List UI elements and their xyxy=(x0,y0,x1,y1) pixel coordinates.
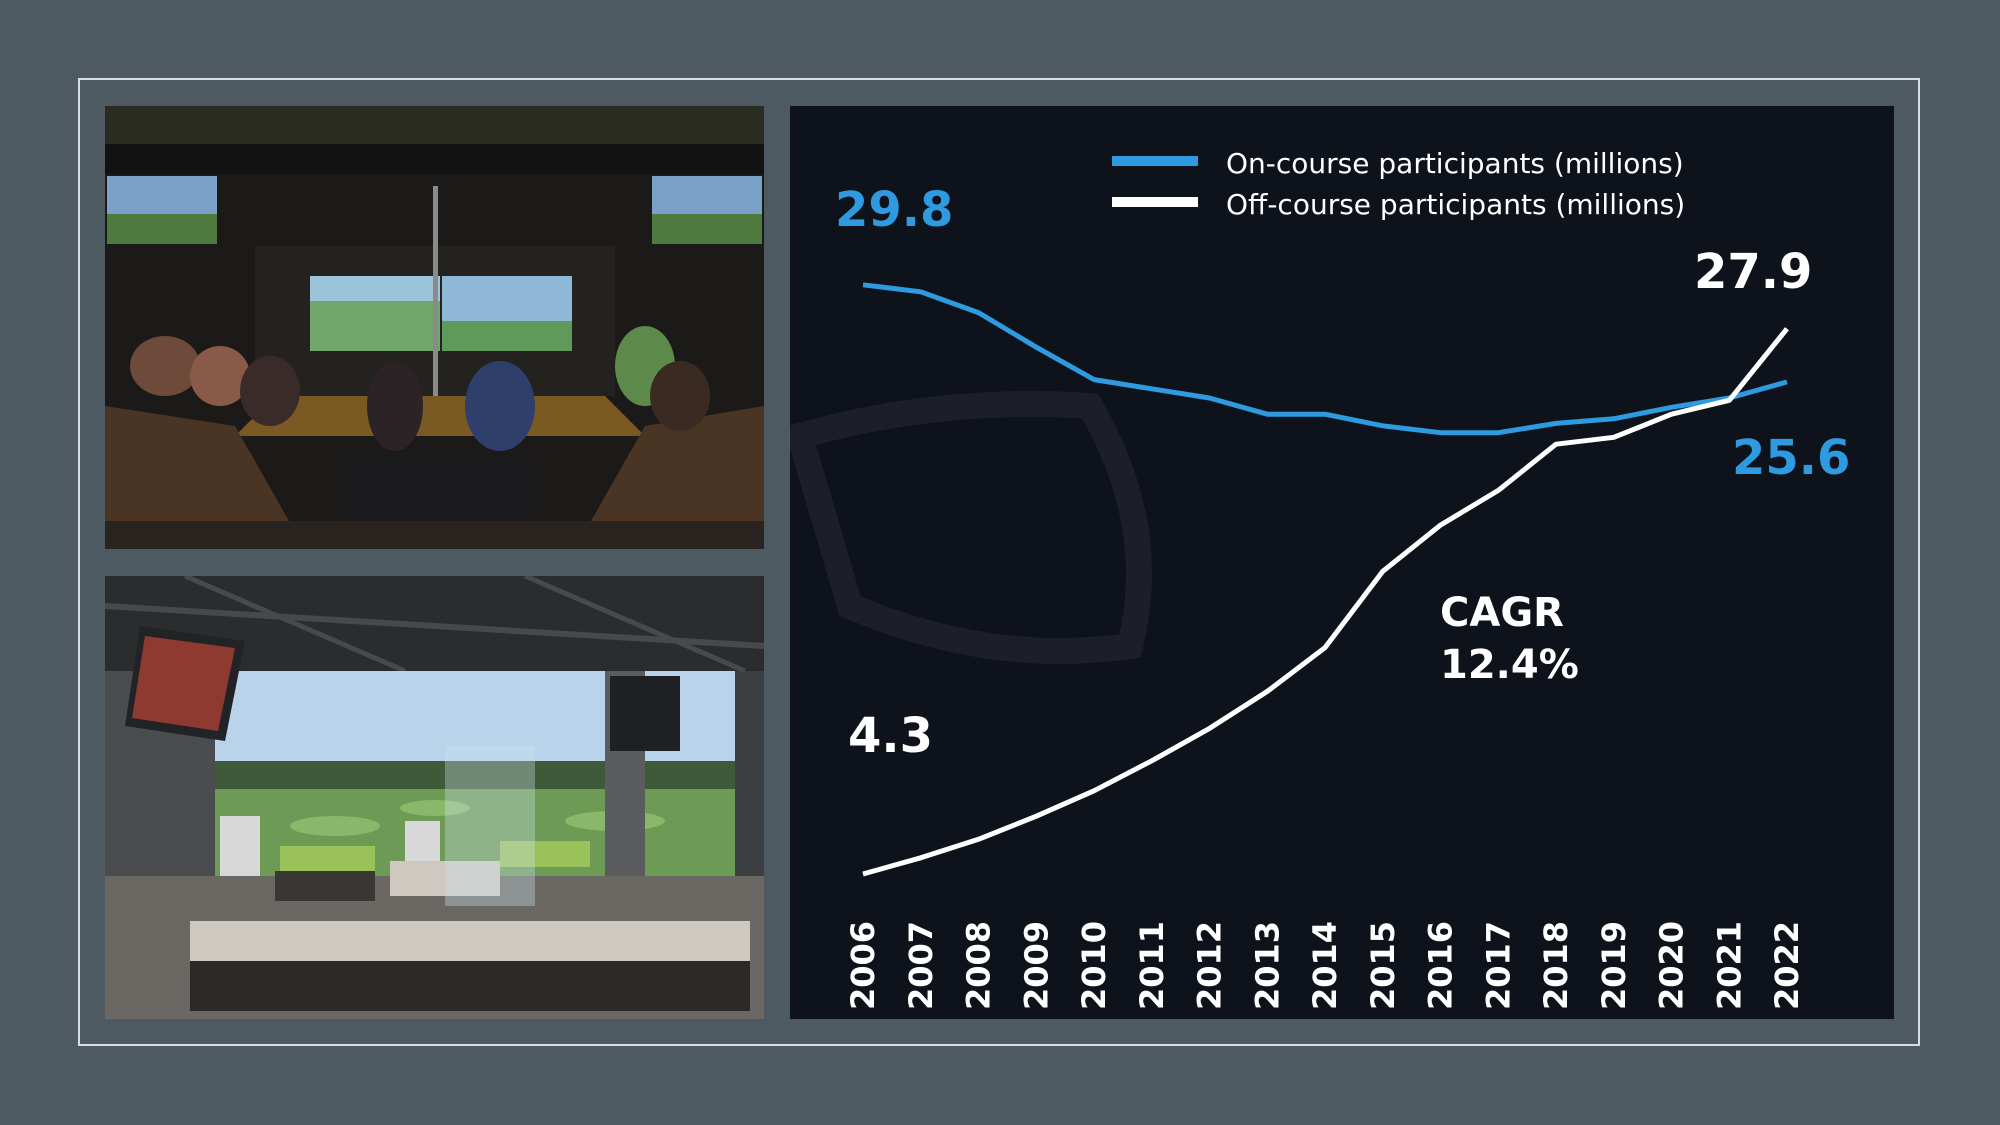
x-tick-label: 2009 xyxy=(1017,921,1055,1010)
participation-chart: On-course participants (millions) Off-co… xyxy=(790,106,1894,1019)
x-tick-label: 2018 xyxy=(1537,921,1575,1010)
data-label-off-course-end: 27.9 xyxy=(1694,244,1812,300)
data-label-on-course-start: 29.8 xyxy=(835,182,953,238)
x-tick-label: 2010 xyxy=(1075,921,1113,1010)
cagr-value: 12.4% xyxy=(1440,642,1579,688)
legend-swatch-on-course xyxy=(1112,156,1198,166)
x-tick-label: 2012 xyxy=(1191,921,1229,1010)
chart-svg: On-course participants (millions) Off-co… xyxy=(790,147,1850,1010)
x-tick-label: 2015 xyxy=(1364,921,1402,1010)
indoor-lounge-photo xyxy=(105,106,764,549)
x-tick-label: 2022 xyxy=(1768,921,1806,1010)
chart-legend: On-course participants (millions) Off-co… xyxy=(1112,147,1685,221)
legend-label-off-course: Off-course participants (millions) xyxy=(1226,188,1685,221)
x-tick-label: 2014 xyxy=(1306,921,1344,1010)
x-tick-label: 2017 xyxy=(1479,921,1517,1010)
x-tick-label: 2021 xyxy=(1710,921,1748,1010)
watermark-logo xyxy=(790,391,1152,664)
x-tick-label: 2020 xyxy=(1653,921,1691,1010)
data-label-off-course-start: 4.3 xyxy=(848,708,933,764)
x-tick-label: 2006 xyxy=(844,921,882,1010)
data-label-on-course-end: 25.6 xyxy=(1732,430,1850,486)
series-line-off-course xyxy=(862,327,1789,877)
x-axis-ticks: 2006 2007 2008 2009 2010 2011 2012 2013 2014 2015… xyxy=(844,921,1806,1010)
slide-frame xyxy=(78,78,1920,1046)
cagr-label: CAGR xyxy=(1440,590,1564,636)
x-tick-label: 2019 xyxy=(1595,921,1633,1010)
hitting-bay-photo xyxy=(105,576,764,1019)
legend-label-on-course: On-course participants (millions) xyxy=(1226,147,1684,180)
x-tick-label: 2008 xyxy=(960,921,998,1010)
legend-swatch-off-course xyxy=(1112,197,1198,207)
series-line-on-course xyxy=(862,282,1788,436)
x-tick-label: 2013 xyxy=(1248,921,1286,1010)
x-tick-label: 2016 xyxy=(1422,921,1460,1010)
x-tick-label: 2011 xyxy=(1133,921,1171,1010)
x-tick-label: 2007 xyxy=(902,921,940,1010)
